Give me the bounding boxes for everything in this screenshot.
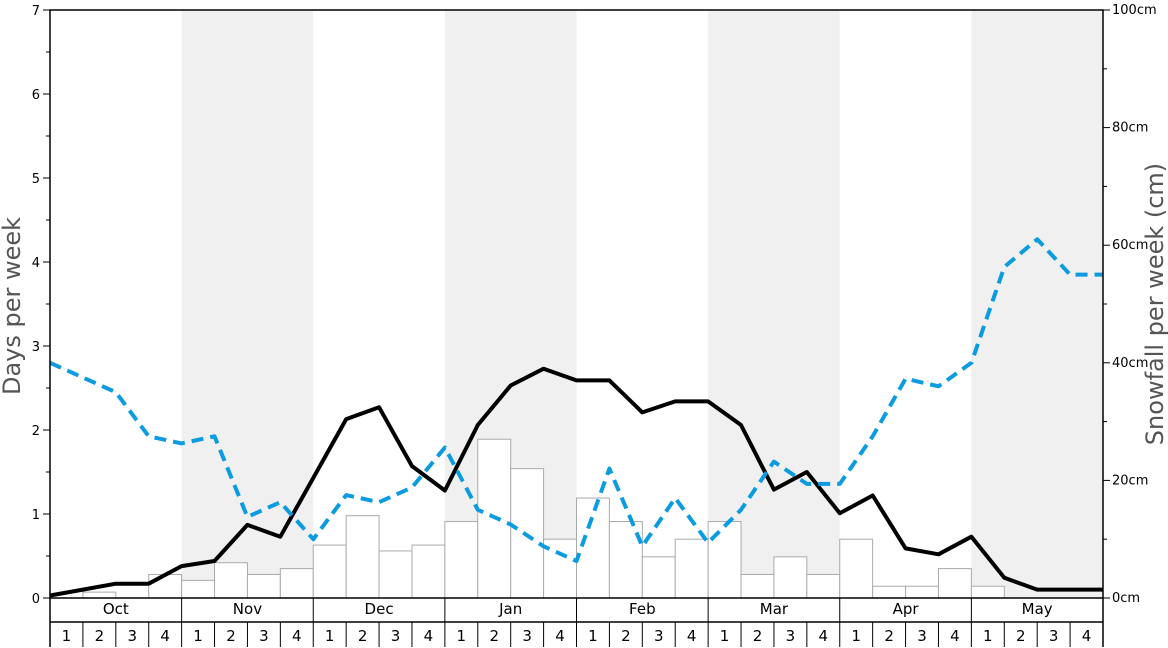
snowfall-bar: [674, 538, 709, 599]
snowfall-bar: [576, 497, 610, 599]
week-label: 3: [522, 627, 532, 645]
week-label: 3: [259, 627, 269, 645]
week-label: 3: [917, 627, 927, 645]
right-tick-label: 60cm: [1112, 238, 1148, 253]
week-label: 3: [654, 627, 664, 645]
week-label: 2: [226, 627, 236, 645]
right-tick-label: 100cm: [1112, 3, 1157, 18]
week-label: 1: [720, 627, 730, 645]
month-bands: [50, 10, 1103, 598]
right-axis: 0cm 20cm 40cm 60cm 80cm 100cm: [1103, 3, 1157, 606]
week-label: 3: [391, 627, 401, 645]
snow-days-line: [49, 366, 1103, 598]
week-label: 4: [160, 627, 170, 645]
left-tick-label: 0: [32, 592, 40, 607]
snowfall-bar: [246, 573, 281, 599]
snowfall-bar: [82, 591, 117, 599]
week-label: 4: [424, 627, 434, 645]
month-band: [313, 10, 445, 598]
month-label: Oct: [103, 600, 129, 618]
series-lines: [49, 237, 1103, 598]
right-tick-label: 40cm: [1112, 356, 1148, 371]
week-label: 2: [621, 627, 631, 645]
snowfall-bars: [82, 438, 1005, 599]
month-band: [839, 10, 972, 598]
week-label: 4: [292, 627, 302, 645]
snowfall-bar: [872, 585, 907, 599]
month-label: Jan: [498, 600, 522, 618]
snowfall-bar: [641, 556, 676, 599]
snowfall-bar: [839, 538, 874, 599]
snowfall-bar: [312, 544, 347, 599]
week-label: 4: [950, 627, 960, 645]
week-label: 4: [555, 627, 565, 645]
month-band: [181, 10, 314, 598]
left-tick-label: 4: [32, 256, 40, 271]
week-label: 2: [753, 627, 763, 645]
left-tick-label: 2: [32, 424, 40, 439]
week-label: 1: [325, 627, 335, 645]
left-tick-label: 5: [32, 172, 40, 187]
week-label: 4: [1082, 627, 1092, 645]
month-label: Dec: [365, 600, 394, 618]
week-label: 1: [983, 627, 993, 645]
week-label: 2: [1016, 627, 1026, 645]
left-tick-label: 6: [32, 88, 40, 103]
right-tick-label: 0cm: [1112, 591, 1140, 606]
month-band: [971, 10, 1103, 598]
week-label: 2: [489, 627, 499, 645]
left-tick-label: 7: [32, 4, 40, 19]
week-label: 2: [95, 627, 105, 645]
week-label: 1: [588, 627, 598, 645]
month-label: Nov: [233, 600, 262, 618]
month-label: Feb: [629, 600, 656, 618]
right-tick-label: 20cm: [1112, 473, 1148, 488]
right-tick-label: 80cm: [1112, 121, 1148, 136]
snowfall-bar: [806, 573, 841, 599]
week-label: 1: [62, 627, 72, 645]
snowfall-bar: [279, 568, 314, 599]
snowfall-bar: [214, 562, 248, 599]
snowfall-bar: [707, 521, 742, 599]
left-tick-label: 3: [32, 340, 40, 355]
x-axis: Oct 1 2 3 4 Nov 1 2 3 4 Dec 1 2 3 4 Jan 1 2 3 4 Feb 1 2 3 4 Mar 1 2…: [49, 598, 1104, 647]
week-label: 3: [1049, 627, 1059, 645]
snowfall-average-line: [49, 237, 1103, 563]
week-label: 2: [884, 627, 894, 645]
left-axis: 0 1 2 3 4 5 6 7: [32, 4, 50, 607]
snowfall-bar: [345, 515, 380, 599]
snowfall-bar: [740, 573, 775, 599]
week-label: 3: [786, 627, 796, 645]
week-label: 2: [358, 627, 368, 645]
week-label: 1: [193, 627, 203, 645]
week-label: 1: [851, 627, 861, 645]
month-label: Apr: [893, 600, 920, 618]
week-label: 4: [687, 627, 697, 645]
snowfall-bar: [970, 585, 1005, 599]
right-axis-title: Snowfall per week (cm): [1141, 163, 1168, 445]
week-label: 4: [819, 627, 829, 645]
snowfall-bar: [378, 550, 413, 599]
snowfall-bar: [444, 521, 479, 599]
month-label: Mar: [760, 600, 789, 618]
month-band: [708, 10, 840, 598]
left-tick-label: 1: [32, 508, 40, 523]
snowfall-bar: [148, 573, 183, 599]
snowfall-bar: [905, 585, 939, 599]
snowfall-bar: [411, 544, 446, 599]
week-label: 3: [127, 627, 137, 645]
month-label: May: [1022, 600, 1053, 618]
snowfall-bar: [773, 556, 808, 599]
week-label: 1: [457, 627, 467, 645]
snowfall-bar: [937, 568, 972, 599]
month-band: [50, 10, 182, 598]
left-axis-title: Days per week: [0, 217, 26, 395]
snowfall-bar: [181, 579, 216, 599]
